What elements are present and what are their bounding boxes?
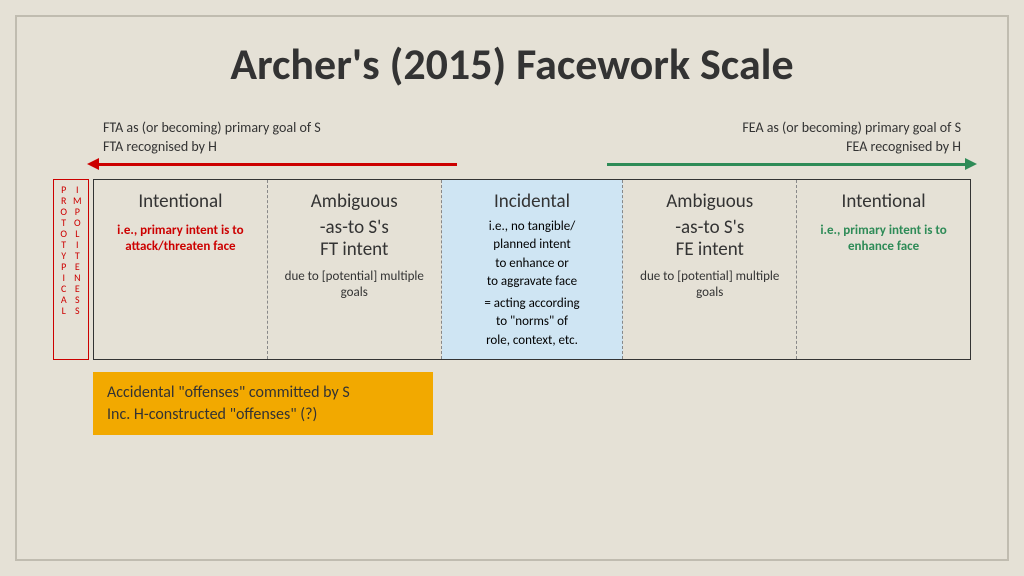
slide-title: Archer's (2015) Facework Scale: [53, 37, 971, 91]
inc-l5: = acting according: [484, 296, 579, 312]
fea-text: FEA as (or becoming) primary goal of S F…: [742, 119, 961, 157]
inc-l1: i.e., no tangible/: [489, 219, 575, 235]
fea-line1: FEA as (or becoming) primary goal of S: [742, 119, 961, 138]
inc-l6: to "norms" of: [496, 314, 568, 330]
orange-line1: Accidental "offenses" committed by S: [107, 383, 419, 402]
side-label-prototypical-impoliteness: PROTOTYPICAL IMPOLITENESS: [53, 179, 89, 360]
arrow-right-green: [607, 163, 967, 166]
cell-title: Ambiguous: [666, 190, 753, 213]
cell-title: Intentional: [138, 190, 222, 213]
inc-l4: to aggravate face: [487, 274, 577, 290]
vertical-word-impoliteness: IMPOLITENESS: [73, 184, 82, 355]
fta-line2: FTA recognised by H: [103, 138, 321, 157]
fta-text: FTA as (or becoming) primary goal of S F…: [103, 119, 321, 157]
inc-l7: role, context, etc.: [486, 333, 578, 349]
fta-line1: FTA as (or becoming) primary goal of S: [103, 119, 321, 138]
cell-sub2: FE intent: [676, 239, 744, 261]
arrows-row: FTA as (or becoming) primary goal of S F…: [93, 119, 971, 179]
cell-sub1: -as-to S's: [320, 217, 389, 239]
fea-line2: FEA recognised by H: [742, 138, 961, 157]
accidental-offenses-box: Accidental "offenses" committed by S Inc…: [93, 372, 433, 435]
orange-line2: Inc. H-constructed "offenses" (?): [107, 405, 419, 424]
arrow-left-red: [97, 163, 457, 166]
cell-title: Intentional: [842, 190, 926, 213]
cell-title: Ambiguous: [311, 190, 398, 213]
cell-sub1: -as-to S's: [675, 217, 744, 239]
cell-desc: due to [potential] multiple goals: [276, 269, 433, 302]
cell-title: Incidental: [494, 190, 570, 213]
cell-desc: due to [potential] multiple goals: [631, 269, 788, 302]
cell-sub2: FT intent: [320, 239, 388, 261]
scale-wrap: PROTOTYPICAL IMPOLITENESS Intentional i.…: [53, 179, 971, 360]
cell-desc: i.e., primary intent is to enhance face: [805, 223, 962, 256]
vertical-word-prototypical: PROTOTYPICAL: [60, 184, 67, 355]
scale-container: Intentional i.e., primary intent is to a…: [93, 179, 971, 360]
inc-l2: planned intent: [493, 237, 570, 253]
cell-ambiguous-fe: Ambiguous -as-to S's FE intent due to [p…: [623, 180, 797, 359]
inc-l3: to enhance or: [495, 256, 569, 272]
cell-ambiguous-ft: Ambiguous -as-to S's FT intent due to [p…: [268, 180, 442, 359]
cell-desc: i.e., primary intent is to attack/threat…: [102, 223, 259, 256]
cell-incidental: Incidental i.e., no tangible/ planned in…: [442, 180, 624, 359]
slide-frame: Archer's (2015) Facework Scale FTA as (o…: [15, 15, 1009, 561]
cell-intentional-threaten: Intentional i.e., primary intent is to a…: [94, 180, 268, 359]
cell-intentional-enhance: Intentional i.e., primary intent is to e…: [797, 180, 970, 359]
